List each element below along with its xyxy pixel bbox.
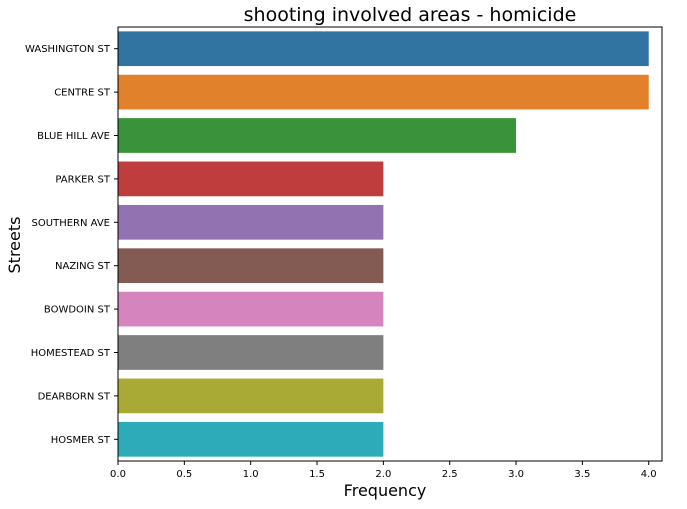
bar-hosmer-st xyxy=(118,421,384,457)
y-tick-label: DEARBORN ST xyxy=(38,391,111,402)
category-labels: WASHINGTON ST CENTRE ST BLUE HILL AVE PARKE… xyxy=(25,44,118,446)
y-tick-label: SOUTHERN AVE xyxy=(32,218,110,229)
y-tick-label: BOWDOIN ST xyxy=(44,305,111,316)
bar-washington-st xyxy=(118,31,649,67)
plot-frame xyxy=(117,26,663,462)
bar-homestead-st xyxy=(118,335,384,370)
y-tick-label: NAZING ST xyxy=(55,261,111,272)
x-tick-label: 2.0 xyxy=(375,469,391,480)
y-tick-label: WASHINGTON ST xyxy=(25,44,111,55)
chart-title: shooting involved areas - homicide xyxy=(244,4,577,26)
x-tick-label: 1.0 xyxy=(243,469,259,480)
x-tick-label: 0.0 xyxy=(110,469,126,480)
bar-blue-hill-ave xyxy=(118,118,517,153)
bar-bowdoin-st xyxy=(118,291,384,327)
y-tick-label: HOMESTEAD ST xyxy=(31,348,111,359)
y-tick-label: PARKER ST xyxy=(55,174,111,185)
bar-centre-st xyxy=(118,74,649,110)
y-tick-label: CENTRE ST xyxy=(54,88,111,99)
y-tick-label: BLUE HILL AVE xyxy=(37,131,110,142)
bar-parker-st xyxy=(118,161,384,197)
x-ticks: 0.0 0.5 1.0 1.5 2.0 2.5 3.0 3.5 4.0 xyxy=(110,461,657,480)
bar-dearborn-st xyxy=(118,378,384,414)
x-tick-label: 4.0 xyxy=(641,469,657,480)
x-tick-label: 3.0 xyxy=(508,469,524,480)
y-axis-label: Streets xyxy=(5,217,24,274)
bar-southern-ave xyxy=(118,204,384,240)
x-tick-label: 2.5 xyxy=(442,469,458,480)
x-tick-label: 1.5 xyxy=(309,469,325,480)
x-tick-label: 3.5 xyxy=(574,469,590,480)
x-tick-label: 0.5 xyxy=(176,469,192,480)
bar-nazing-st xyxy=(118,248,384,284)
bars-layer xyxy=(118,31,649,457)
y-tick-label: HOSMER ST xyxy=(51,435,111,446)
x-axis-label: Frequency xyxy=(344,481,427,500)
